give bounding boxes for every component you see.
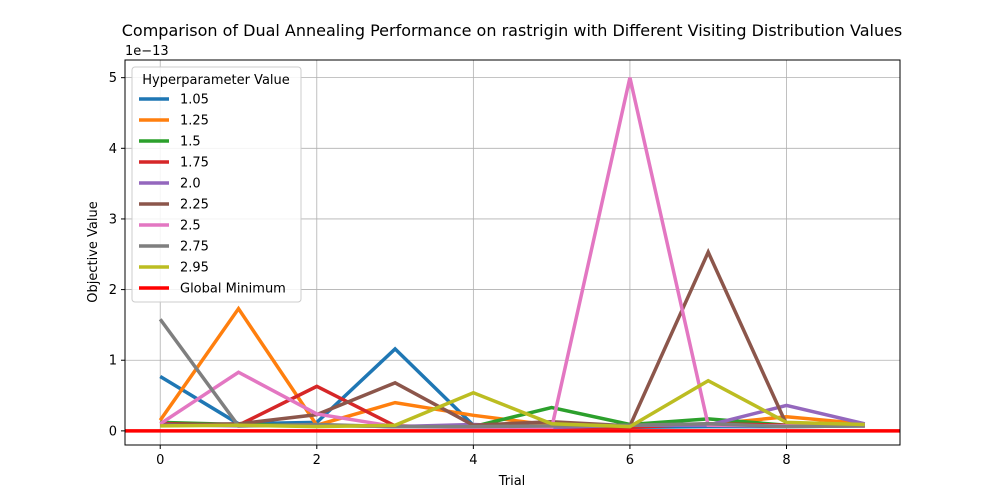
y-axis-ticks: 0 1 2 3 4 5 bbox=[109, 71, 125, 439]
y-tick-label: 0 bbox=[109, 424, 117, 439]
x-axis-label: Trial bbox=[498, 474, 526, 489]
plot-frame bbox=[124, 59, 901, 446]
legend-entry: Global Minimum bbox=[180, 282, 286, 297]
legend-entry: 1.25 bbox=[180, 114, 209, 129]
legend-entry: 2.0 bbox=[180, 177, 201, 192]
legend-entry: 2.95 bbox=[180, 261, 209, 276]
legend-entry: 2.75 bbox=[180, 240, 209, 255]
y-tick-label: 5 bbox=[109, 71, 117, 86]
x-tick-label: 8 bbox=[782, 453, 790, 468]
legend-entry: 2.5 bbox=[180, 219, 201, 234]
y-tick-label: 3 bbox=[109, 212, 117, 227]
legend-entry: 1.5 bbox=[180, 135, 201, 150]
legend-entry: 2.25 bbox=[180, 198, 209, 213]
series-lines bbox=[125, 77, 900, 433]
legend: Hyperparameter Value 1.05 1.25 1.5 1.75 2.0 2… bbox=[131, 66, 302, 303]
x-tick-label: 2 bbox=[313, 453, 321, 468]
x-tick-label: 6 bbox=[626, 453, 634, 468]
y-tick-label: 1 bbox=[109, 354, 117, 369]
legend-entry: 1.75 bbox=[180, 156, 209, 171]
legend-entry: 1.05 bbox=[180, 93, 209, 108]
series-line-2-95 bbox=[160, 378, 865, 429]
legend-box bbox=[131, 66, 302, 303]
y-tick-label: 4 bbox=[109, 142, 117, 157]
y-scale-label: 1e−13 bbox=[125, 44, 169, 59]
chart-title: Comparison of Dual Annealing Performance… bbox=[122, 21, 903, 40]
series-line-2-25 bbox=[160, 247, 865, 428]
y-axis-label: Objective Value bbox=[86, 201, 101, 302]
legend-title: Hyperparameter Value bbox=[142, 73, 290, 88]
x-tick-label: 0 bbox=[156, 453, 164, 468]
x-tick-label: 4 bbox=[469, 453, 477, 468]
x-axis-ticks: 0 2 4 6 8 bbox=[156, 445, 791, 468]
y-tick-label: 2 bbox=[109, 283, 117, 298]
